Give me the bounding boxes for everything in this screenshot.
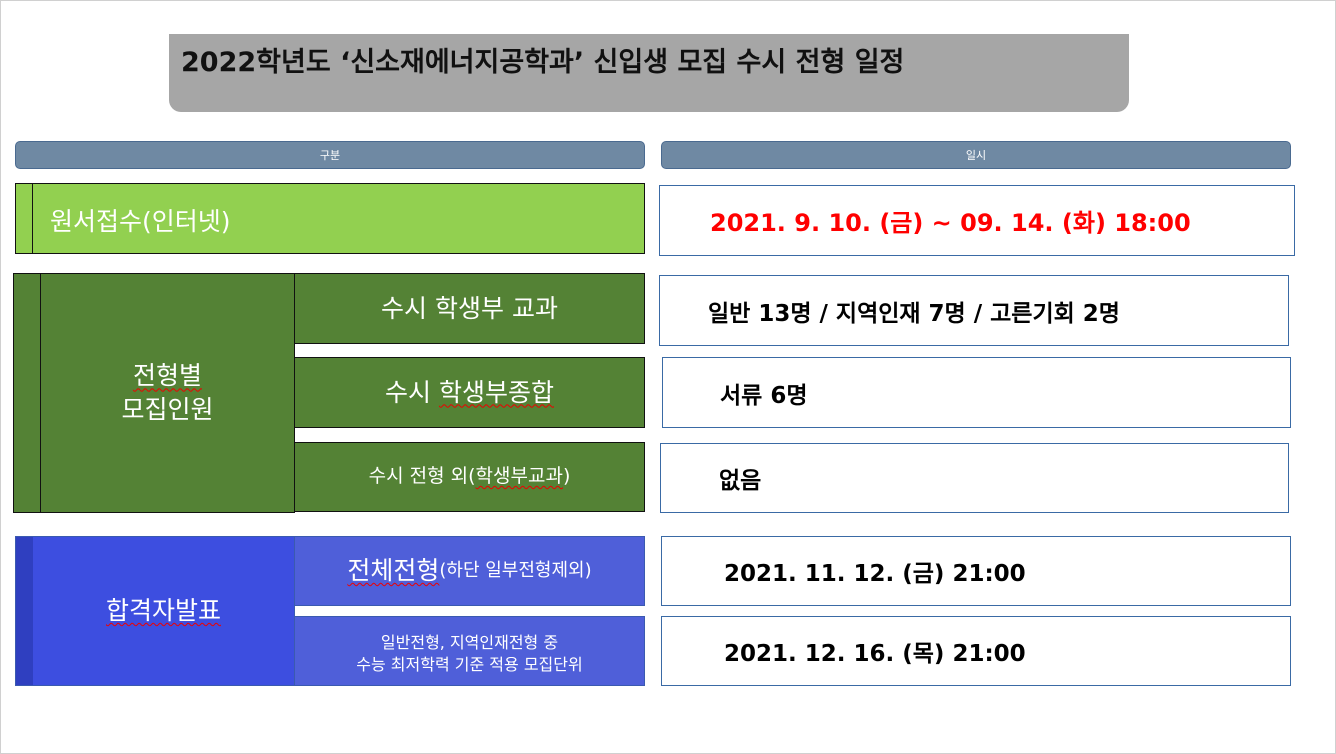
label-part: ) bbox=[562, 465, 571, 488]
quota-row-2-label: 수시 학생부종합 bbox=[294, 357, 645, 428]
row-strip bbox=[14, 274, 41, 512]
page-title: 2022학년도 ‘신소재에너지공학과’ 신입생 모집 수시 전형 일정 bbox=[181, 47, 905, 78]
application-label-cell: 원서접수(인터넷) bbox=[15, 183, 645, 254]
announce-row-2-value: 2021. 12. 16. (목) 21:00 bbox=[661, 616, 1291, 686]
header-category: 구분 bbox=[15, 141, 645, 169]
application-value: 2021. 9. 10. (금) ~ 09. 14. (화) 18:00 bbox=[659, 185, 1295, 256]
quota-row-1-value: 일반 13명 / 지역인재 7명 / 고른기회 2명 bbox=[659, 275, 1289, 346]
label-part: 학생부종합 bbox=[438, 377, 554, 407]
application-label: 원서접수(인터넷) bbox=[50, 207, 231, 236]
announce-label-cell: 합격자발표 bbox=[15, 536, 295, 686]
label-part: 수시 bbox=[385, 377, 439, 407]
quota-label-1: 전형별 bbox=[132, 361, 202, 391]
label-line: 수능 최저학력 기준 적용 모집단위 bbox=[356, 655, 583, 674]
quota-row-2-value: 서류 6명 bbox=[662, 357, 1291, 428]
label-sub: (하단 일부전형제외) bbox=[439, 559, 592, 581]
quota-label-cell: 전형별 모집인원 bbox=[13, 273, 295, 513]
label-part: 학생부교과 bbox=[475, 465, 563, 488]
announce-row-1-value: 2021. 11. 12. (금) 21:00 bbox=[661, 536, 1291, 606]
row-strip bbox=[16, 184, 33, 253]
quota-row-3-label: 수시 전형 외(학생부교과) bbox=[294, 442, 645, 512]
row-strip bbox=[16, 537, 33, 685]
quota-row-1-label: 수시 학생부 교과 bbox=[294, 273, 645, 344]
announce-row-1-label: 전체전형 (하단 일부전형제외) bbox=[294, 536, 645, 606]
header-schedule: 일시 bbox=[661, 141, 1291, 169]
quota-row-3-value: 없음 bbox=[660, 443, 1289, 513]
label-part: 수시 전형 외( bbox=[368, 465, 476, 488]
announce-label: 합격자발표 bbox=[105, 596, 221, 626]
title-banner: 2022학년도 ‘신소재에너지공학과’ 신입생 모집 수시 전형 일정 bbox=[169, 34, 1129, 112]
label-line: 일반전형, 지역인재전형 중 bbox=[380, 633, 559, 653]
quota-label-2: 모집인원 bbox=[121, 395, 214, 424]
label-main: 전체전형 bbox=[347, 556, 440, 586]
